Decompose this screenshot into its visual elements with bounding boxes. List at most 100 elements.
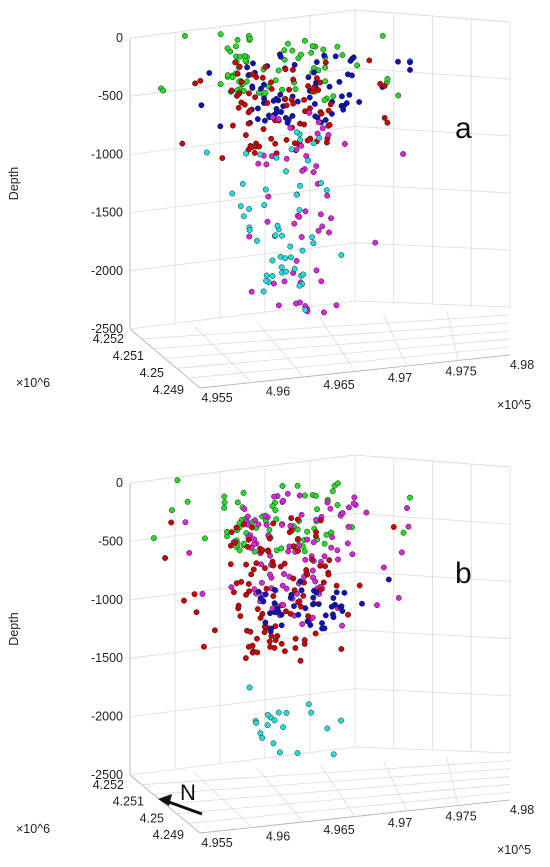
data-point bbox=[295, 611, 302, 618]
data-point bbox=[297, 136, 304, 143]
data-point bbox=[268, 135, 275, 142]
data-point bbox=[264, 100, 271, 106]
data-point bbox=[315, 227, 322, 234]
data-point bbox=[221, 504, 228, 511]
data-point bbox=[322, 563, 329, 570]
data-point bbox=[221, 499, 228, 506]
gridline-floor bbox=[382, 760, 408, 812]
data-point bbox=[261, 81, 267, 88]
z-tick-label: -500 bbox=[98, 89, 123, 103]
data-point bbox=[319, 125, 326, 132]
y-tick-label: 4.252 bbox=[93, 332, 124, 346]
gridline-floor bbox=[319, 763, 356, 817]
data-point bbox=[309, 556, 315, 563]
data-point bbox=[318, 110, 325, 117]
data-point bbox=[336, 78, 343, 85]
data-point bbox=[168, 519, 175, 526]
depth-axis-label: Depth bbox=[7, 167, 21, 200]
data-point bbox=[219, 155, 226, 162]
data-point bbox=[262, 64, 269, 70]
data-point bbox=[258, 579, 265, 586]
data-point bbox=[248, 571, 255, 578]
data-point bbox=[271, 644, 278, 651]
data-point bbox=[275, 67, 282, 74]
data-point bbox=[281, 571, 287, 577]
data-point bbox=[328, 603, 335, 610]
z-tick-label: 0 bbox=[116, 31, 123, 45]
data-point bbox=[395, 58, 401, 65]
data-point bbox=[322, 117, 329, 123]
z-tick-label: -500 bbox=[98, 534, 123, 548]
data-point bbox=[356, 99, 363, 105]
data-point bbox=[298, 234, 305, 240]
data-point bbox=[217, 31, 224, 38]
data-point bbox=[230, 589, 237, 596]
data-point bbox=[297, 120, 303, 127]
data-point bbox=[290, 76, 297, 83]
data-point bbox=[390, 524, 397, 530]
x-tick-label: 4.97 bbox=[388, 816, 412, 830]
y-tick-label: 4.249 bbox=[153, 828, 184, 842]
data-point bbox=[366, 57, 373, 64]
data-point bbox=[304, 536, 311, 543]
data-point bbox=[325, 131, 332, 138]
panel-letter-label: b bbox=[455, 557, 472, 590]
data-point bbox=[274, 633, 281, 639]
data-point bbox=[217, 81, 224, 88]
data-point bbox=[325, 107, 332, 114]
data-point bbox=[345, 523, 352, 530]
data-point bbox=[334, 43, 341, 50]
data-point bbox=[278, 264, 285, 271]
data-point bbox=[197, 77, 204, 84]
data-point bbox=[317, 586, 324, 593]
data-point bbox=[251, 548, 258, 555]
data-point bbox=[238, 78, 245, 85]
data-point bbox=[281, 47, 288, 54]
data-point bbox=[283, 268, 289, 275]
data-point bbox=[291, 265, 298, 272]
data-point bbox=[233, 524, 240, 531]
data-point bbox=[240, 540, 247, 547]
data-point bbox=[339, 622, 346, 629]
data-point bbox=[395, 92, 402, 99]
data-point bbox=[162, 555, 169, 561]
data-point bbox=[251, 149, 258, 156]
data-point bbox=[283, 168, 289, 175]
data-point bbox=[264, 711, 271, 718]
data-point bbox=[288, 527, 295, 534]
data-point bbox=[328, 215, 335, 222]
data-point bbox=[341, 589, 348, 596]
data-point bbox=[281, 648, 288, 655]
data-point bbox=[254, 606, 261, 613]
data-point bbox=[339, 510, 346, 516]
data-point bbox=[318, 180, 324, 186]
data-point bbox=[328, 544, 335, 551]
data-point bbox=[253, 237, 260, 244]
data-point bbox=[317, 517, 324, 524]
data-point bbox=[293, 300, 299, 307]
data-point bbox=[242, 132, 249, 139]
data-point bbox=[354, 62, 361, 69]
data-point bbox=[239, 180, 246, 187]
north-arrow-icon bbox=[165, 799, 203, 816]
data-point bbox=[270, 280, 277, 287]
data-point bbox=[266, 526, 273, 533]
data-point bbox=[291, 587, 298, 594]
data-point bbox=[237, 53, 244, 60]
data-point bbox=[347, 57, 354, 64]
data-point bbox=[285, 548, 292, 555]
data-point bbox=[308, 49, 315, 56]
data-point bbox=[233, 43, 239, 50]
data-point bbox=[312, 630, 319, 637]
data-point bbox=[310, 240, 317, 247]
data-point bbox=[268, 79, 274, 86]
data-point bbox=[241, 101, 248, 108]
data-point bbox=[293, 257, 300, 264]
y-tick-label: 4.249 bbox=[153, 383, 184, 397]
data-point bbox=[262, 565, 268, 572]
data-point bbox=[295, 547, 302, 554]
data-point bbox=[160, 87, 167, 94]
y-tick-label: 4.25 bbox=[140, 366, 164, 380]
data-point bbox=[274, 222, 281, 229]
y-tick-label: 4.25 bbox=[140, 811, 164, 825]
